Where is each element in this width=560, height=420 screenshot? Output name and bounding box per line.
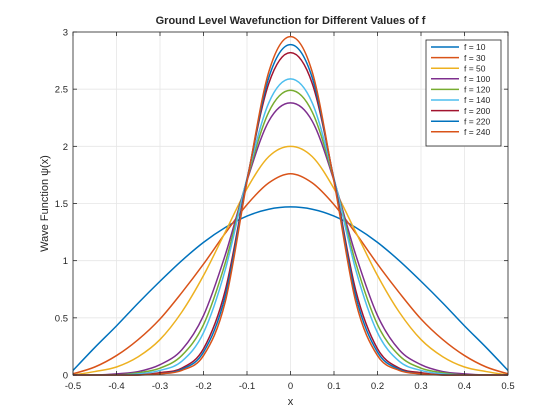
y-tick-label: 1.5 bbox=[55, 199, 68, 210]
x-tick-label: 0.3 bbox=[414, 381, 427, 392]
series-line-f-240 bbox=[73, 35, 508, 376]
series-line-f-140 bbox=[73, 78, 508, 376]
legend-label: f = 30 bbox=[464, 53, 486, 63]
chart-title: Ground Level Wavefunction for Different … bbox=[156, 15, 426, 27]
y-tick-label: 3 bbox=[63, 28, 68, 39]
series-line-f-100 bbox=[72, 102, 509, 376]
y-tick-label: 1 bbox=[63, 256, 68, 267]
x-tick-label: -0.2 bbox=[195, 381, 211, 392]
x-tick-label: -0.1 bbox=[239, 381, 255, 392]
x-tick-label: 0.1 bbox=[327, 381, 340, 392]
legend-label: f = 140 bbox=[464, 95, 491, 105]
y-tick-label: 0 bbox=[63, 371, 68, 382]
x-tick-label: -0.3 bbox=[152, 381, 168, 392]
x-tick-label: 0.4 bbox=[458, 381, 471, 392]
x-tick-label: 0 bbox=[288, 381, 293, 392]
x-tick-label: -0.5 bbox=[65, 381, 81, 392]
x-tick-labels: -0.5 -0.4 -0.3 -0.2 -0.1 0 0.1 0.2 0.3 0.4 0.5 bbox=[65, 381, 515, 392]
x-tick-label: 0.2 bbox=[371, 381, 384, 392]
legend-label: f = 120 bbox=[464, 85, 491, 95]
y-axis-label: Wave Function ψ(x) bbox=[39, 155, 51, 252]
x-tick-label: 0.5 bbox=[501, 381, 514, 392]
series-line-f-30 bbox=[72, 173, 509, 375]
legend-label: f = 240 bbox=[464, 127, 491, 137]
axis-ticks bbox=[72, 31, 509, 376]
series-line-f-50 bbox=[72, 145, 509, 376]
y-tick-label: 2 bbox=[63, 142, 68, 153]
series-line-f-10 bbox=[72, 206, 509, 371]
series-lines bbox=[72, 35, 509, 376]
x-axis-label: x bbox=[288, 396, 294, 408]
y-tick-label: 0.5 bbox=[55, 313, 68, 324]
x-tick-label: -0.4 bbox=[108, 381, 124, 392]
legend-label: f = 220 bbox=[464, 116, 491, 126]
series-line-f-120 bbox=[73, 89, 508, 376]
legend-label: f = 100 bbox=[464, 74, 491, 84]
y-tick-label: 2.5 bbox=[55, 85, 68, 96]
y-tick-labels: 0 0.5 1 1.5 2 2.5 3 bbox=[55, 28, 68, 382]
legend-label: f = 50 bbox=[464, 63, 486, 73]
legend-label: f = 10 bbox=[464, 42, 486, 52]
legend-label: f = 200 bbox=[464, 106, 491, 116]
